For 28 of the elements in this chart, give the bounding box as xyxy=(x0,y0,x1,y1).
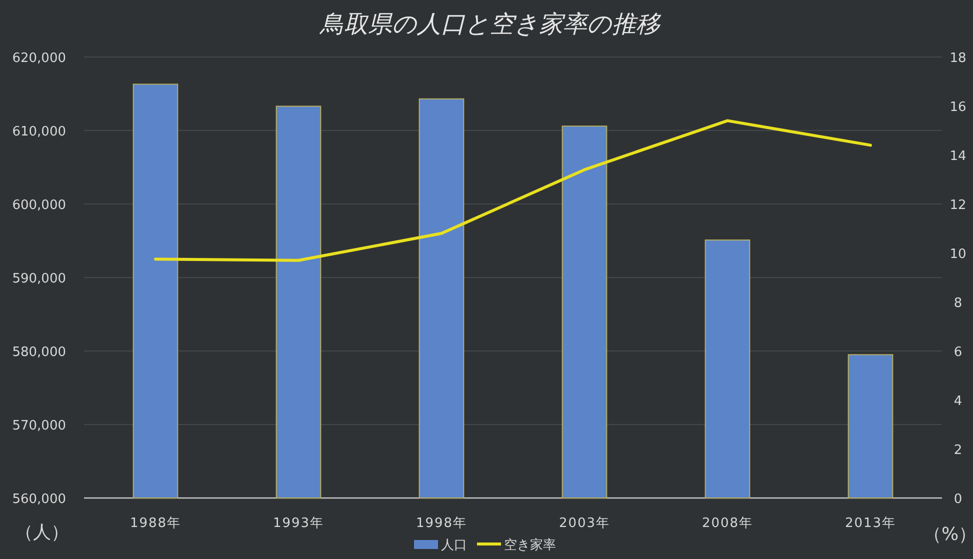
y2-tick-label: 12 xyxy=(950,198,966,213)
x-tick-label: 1988年 xyxy=(130,516,182,531)
chart-title: 鳥取県の人口と空き家率の推移 xyxy=(319,10,662,38)
y2-tick-label: 18 xyxy=(950,51,966,66)
y-tick-label: 620,000 xyxy=(12,51,66,66)
x-tick-label: 2013年 xyxy=(844,516,896,531)
legend-label: 人口 xyxy=(441,538,467,553)
x-tick-label: 2008年 xyxy=(702,516,754,531)
x-tick-label: 1998年 xyxy=(416,516,468,531)
y2-tick-label: 2 xyxy=(954,443,962,458)
y-tick-label: 600,000 xyxy=(12,198,66,213)
y2-tick-label: 10 xyxy=(950,247,966,262)
y2-tick-label: 8 xyxy=(954,296,962,311)
y2-tick-label: 6 xyxy=(954,345,962,360)
y2-tick-label: 16 xyxy=(950,100,966,115)
y2-tick-label: 14 xyxy=(950,149,966,164)
y-tick-label: 570,000 xyxy=(12,418,66,434)
y2-axis-title: （%） xyxy=(923,524,973,545)
y2-tick-label: 4 xyxy=(954,394,962,409)
legend-label: 空き家率 xyxy=(504,537,556,553)
y2-tick-label: 0 xyxy=(954,492,962,507)
y-tick-label: 610,000 xyxy=(12,124,66,140)
y-tick-label: 590,000 xyxy=(12,272,66,286)
x-tick-label: 1993年 xyxy=(272,516,324,531)
y-tick-label: 560,000 xyxy=(12,492,66,507)
x-tick-label: 2003年 xyxy=(558,516,610,531)
y-axis-title: （人） xyxy=(15,522,69,543)
y-tick-label: 580,000 xyxy=(12,345,66,360)
